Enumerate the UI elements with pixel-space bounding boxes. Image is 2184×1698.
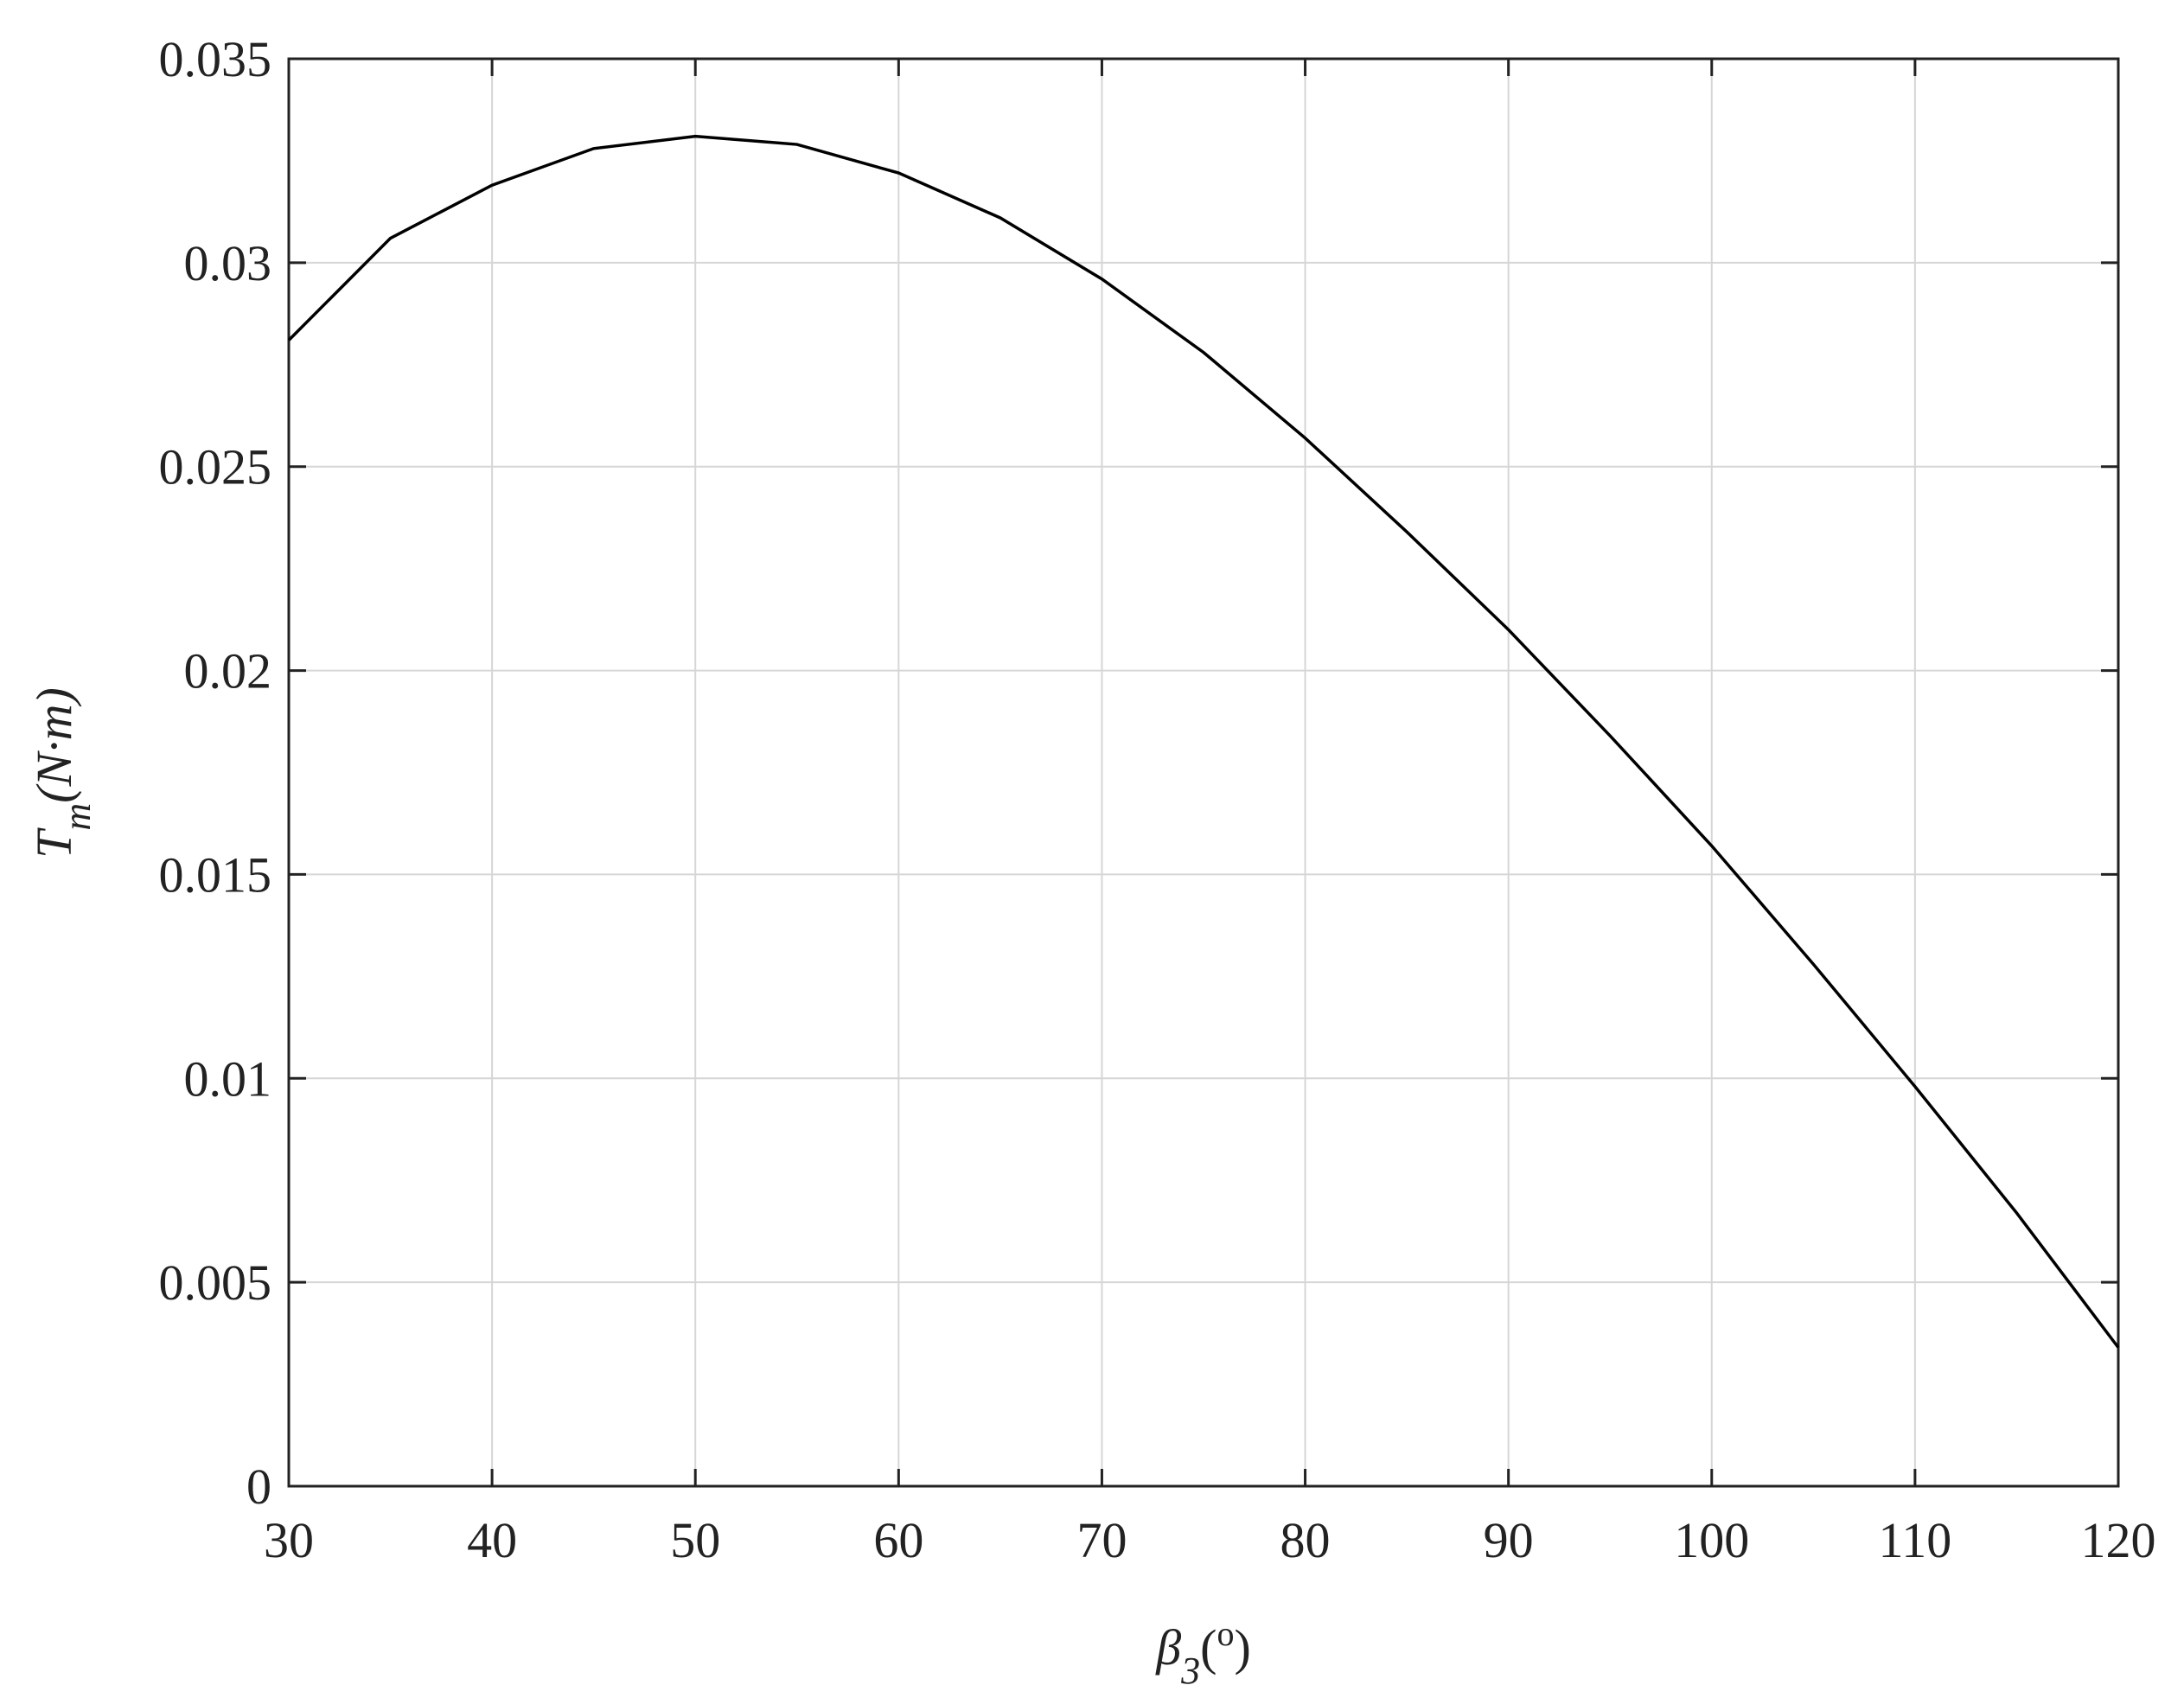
y-tick-label: 0.01 — [184, 1050, 272, 1107]
x-tick-label: 90 — [1484, 1512, 1534, 1568]
plot-frame — [287, 57, 2120, 1488]
y-tick-label: 0.015 — [159, 846, 272, 903]
x-tick-label: 80 — [1280, 1512, 1331, 1568]
y-tick-label: 0.03 — [184, 235, 272, 291]
line — [287, 134, 2120, 1349]
x-tick-label: 100 — [1674, 1512, 1749, 1568]
x-label-close: ) — [1234, 1619, 1250, 1676]
x-tick-label: 60 — [873, 1512, 923, 1568]
y-label-rest: (N·m) — [26, 687, 82, 803]
x-tick-label: 70 — [1076, 1512, 1127, 1568]
x-tick-label: 30 — [264, 1512, 314, 1568]
y-axis-label: Tm(N·m) — [26, 687, 99, 859]
y-tick-label: 0 — [246, 1459, 271, 1515]
x-tick-label: 40 — [467, 1512, 517, 1568]
y-tick-label: 0.025 — [159, 439, 272, 495]
x-label-open: ( — [1200, 1619, 1217, 1676]
x-axis-label: β3(o) — [1155, 1614, 1251, 1692]
y-tick-label: 0.035 — [159, 31, 272, 87]
y-tick-label: 0.005 — [159, 1254, 272, 1311]
x-label-sup: o — [1217, 1614, 1234, 1653]
y-label-base: T — [26, 827, 82, 859]
x-label-base: β — [1155, 1619, 1181, 1676]
x-tick-label: 50 — [670, 1512, 720, 1568]
x-tick-label: 110 — [1878, 1512, 1951, 1568]
x-label-sub: 3 — [1180, 1650, 1200, 1692]
y-tick-label: 0.02 — [184, 643, 272, 699]
y-label-sub: m — [56, 803, 99, 831]
x-tick-label: 120 — [2081, 1512, 2156, 1568]
